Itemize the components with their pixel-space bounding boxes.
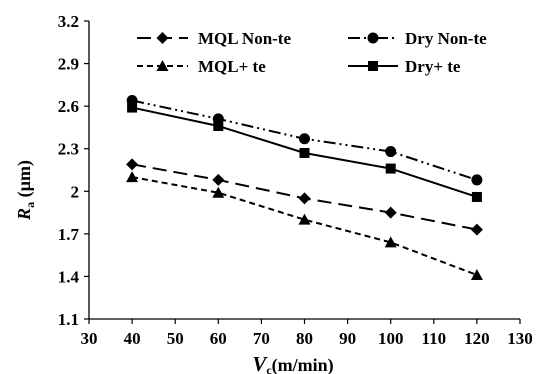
x-tick-label: 30 (81, 329, 98, 348)
y-tick-label: 2.3 (58, 140, 79, 159)
y-tick-label: 1.1 (58, 310, 79, 329)
x-tick-label: 90 (339, 329, 356, 348)
legend-label: MQL+ te (198, 57, 266, 76)
data-point (299, 133, 310, 145)
data-point (127, 102, 138, 113)
series-layer (126, 94, 483, 281)
x-axis-title: Vc(m/min) (252, 352, 333, 374)
y-tick-label: 2 (71, 182, 80, 201)
x-tick-label: 50 (167, 329, 184, 348)
x-tick-label: 80 (296, 329, 313, 348)
data-point (212, 173, 225, 186)
y-tick-label: 1.7 (58, 225, 80, 244)
legend-marker (368, 61, 378, 71)
data-point (299, 147, 310, 158)
x-tick-label: 120 (464, 329, 490, 348)
legend-item: Dry Non-te (348, 29, 487, 48)
data-point (213, 121, 224, 132)
series-mql-te (126, 171, 483, 281)
legend-item: Dry+ te (348, 57, 461, 76)
x-tick-label: 40 (124, 329, 141, 348)
y-axis-title: Ra (µm) (14, 160, 37, 221)
legend-item: MQL Non-te (137, 29, 291, 48)
legend-marker (367, 32, 379, 44)
y-tick-label: 1.4 (58, 267, 80, 286)
legend-label: Dry+ te (405, 57, 461, 76)
data-point (470, 269, 483, 281)
data-point (212, 186, 225, 198)
data-point (126, 158, 139, 171)
x-tick-label: 110 (422, 329, 447, 348)
data-point (126, 171, 139, 183)
x-tick-label: 100 (378, 329, 404, 348)
x-tick-label: 60 (210, 329, 227, 348)
data-point (471, 174, 483, 186)
legend: MQL Non-te Dry Non-te MQL+ te Dry+ te (137, 29, 487, 76)
data-point (298, 213, 311, 225)
series-dry-non-te (126, 94, 483, 186)
data-point (384, 236, 397, 248)
series-dry-te (127, 102, 482, 202)
y-tick-label: 3.2 (58, 12, 79, 31)
legend-label: Dry Non-te (405, 29, 487, 48)
x-tick-label: 70 (253, 329, 270, 348)
legend-marker (156, 32, 169, 44)
data-point (298, 192, 311, 205)
y-tick-label: 2.9 (58, 55, 79, 74)
y-tick-label: 2.6 (58, 97, 79, 116)
data-point (470, 223, 483, 236)
data-point (385, 146, 397, 158)
x-tick-label: 130 (507, 329, 533, 348)
legend-item: MQL+ te (137, 57, 266, 76)
legend-marker (156, 60, 169, 71)
axes: 1.1 1.4 1.7 2 2.3 2.6 2.9 3.2 30 40 50 60 70 80 90 100 1… (58, 12, 533, 348)
legend-label: MQL Non-te (198, 29, 291, 48)
data-point (385, 163, 396, 174)
data-point (471, 191, 482, 202)
series-mql-non-te (126, 158, 483, 236)
data-point (384, 206, 397, 219)
series-line (131, 176, 478, 276)
